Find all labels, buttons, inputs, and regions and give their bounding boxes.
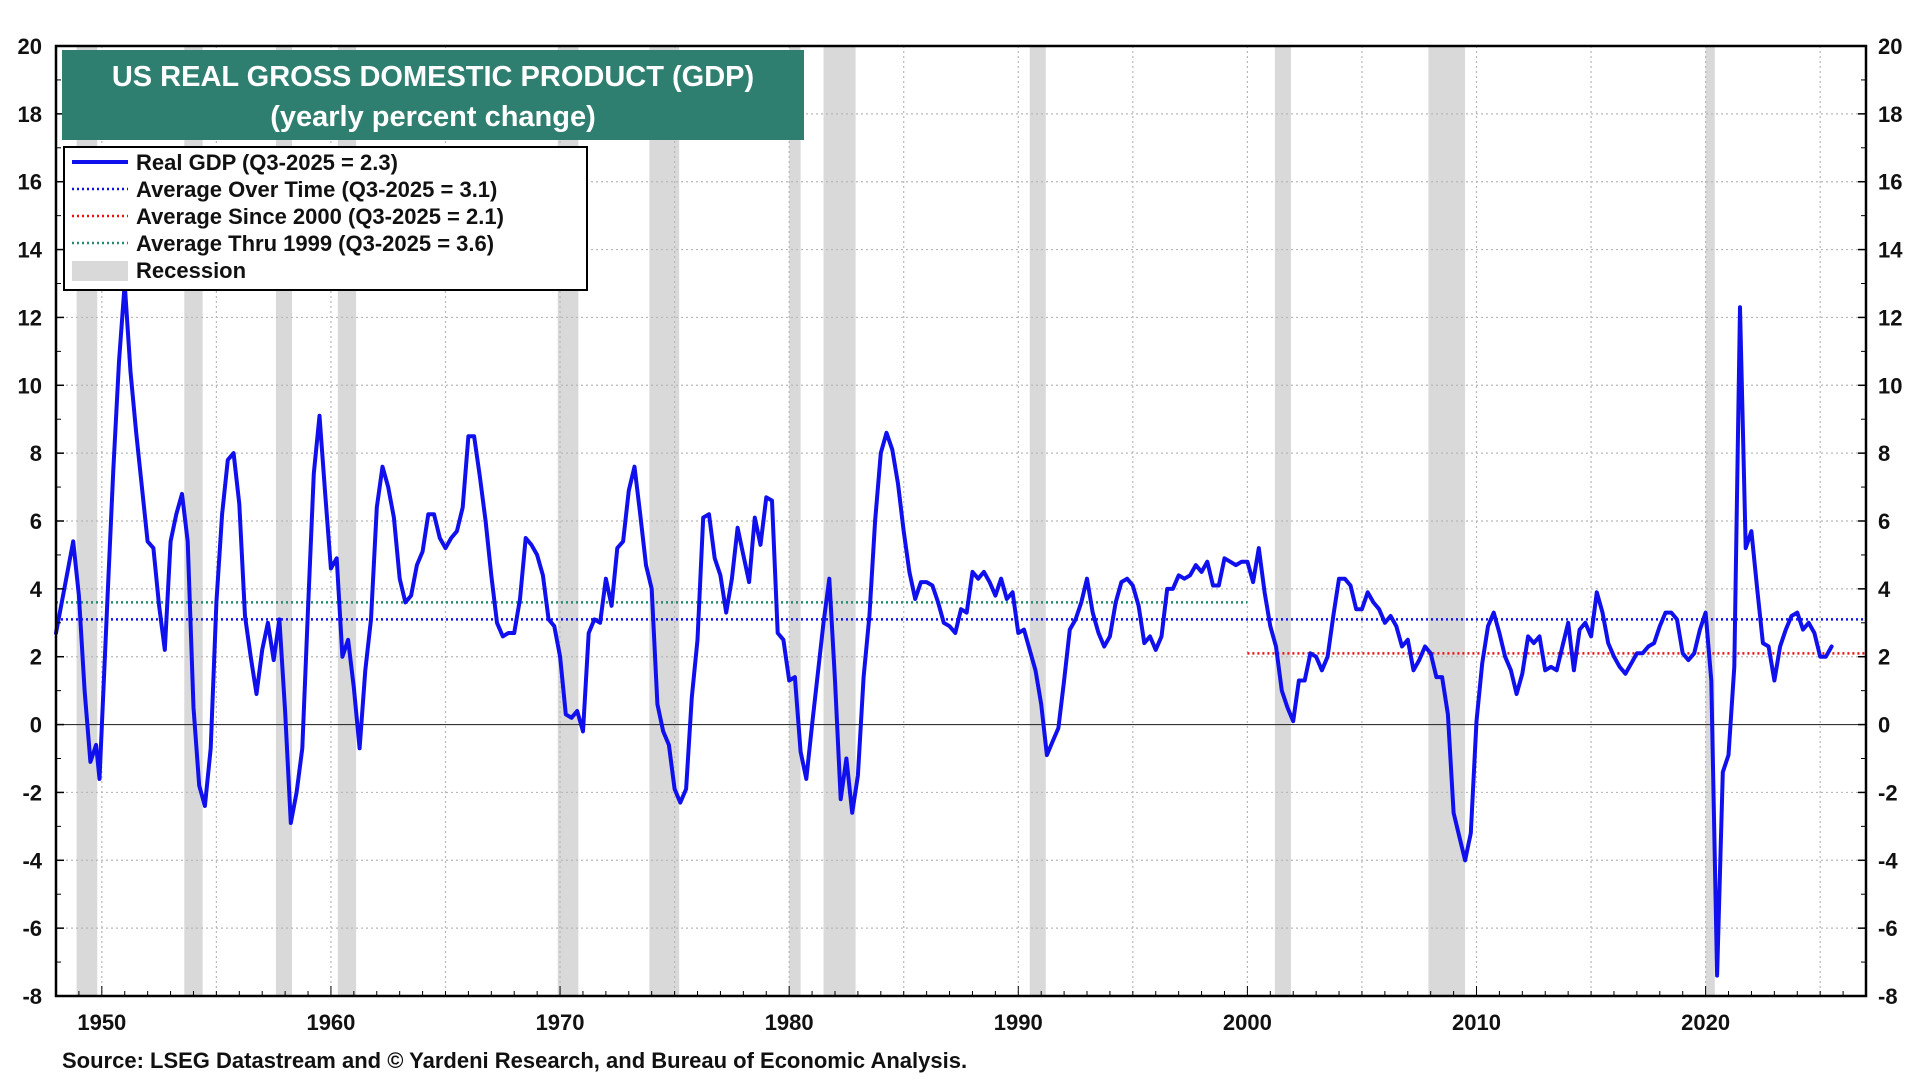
y-tick-label-left: 10	[18, 373, 42, 398]
y-tick-label-left: 6	[30, 509, 42, 534]
chart-subtitle: (yearly percent change)	[270, 101, 596, 133]
gdp-line	[54, 281, 1834, 978]
recession-band	[1705, 46, 1715, 996]
y-tick-label-left: 4	[30, 577, 43, 602]
y-tick-label-left: 0	[30, 713, 42, 738]
chart-title: US REAL GROSS DOMESTIC PRODUCT (GDP)	[112, 61, 754, 93]
legend-label-avg-over-time: Average Over Time (Q3-2025 = 3.1)	[136, 177, 497, 202]
title-box: US REAL GROSS DOMESTIC PRODUCT (GDP) (ye…	[62, 50, 804, 140]
y-tick-label-right: 4	[1878, 577, 1891, 602]
x-tick-label: 2010	[1452, 1010, 1501, 1035]
legend: Real GDP (Q3-2025 = 2.3) Average Over Ti…	[63, 146, 588, 291]
y-tick-label-right: 2	[1878, 645, 1890, 670]
legend-label-avg-thru-1999: Average Thru 1999 (Q3-2025 = 3.6)	[136, 231, 494, 256]
y-tick-label-left: -8	[22, 984, 42, 1009]
x-tick-label: 1960	[306, 1010, 355, 1035]
y-tick-label-left: -6	[22, 916, 42, 941]
legend-label-recession: Recession	[136, 258, 246, 283]
y-tick-label-left: 14	[18, 238, 43, 263]
x-tick-label: 2020	[1681, 1010, 1730, 1035]
legend-box	[63, 146, 588, 291]
x-tick-label: 2000	[1223, 1010, 1272, 1035]
y-tick-label-left: 8	[30, 441, 42, 466]
y-tick-label-left: -4	[22, 848, 42, 873]
y-tick-label-right: 8	[1878, 441, 1890, 466]
y-tick-label-right: -8	[1878, 984, 1898, 1009]
y-tick-label-left: 20	[18, 34, 42, 59]
recession-band	[789, 46, 801, 996]
legend-label-avg-since-2000: Average Since 2000 (Q3-2025 = 2.1)	[136, 204, 504, 229]
y-tick-label-right: -4	[1878, 848, 1898, 873]
y-tick-label-left: 16	[18, 170, 42, 195]
y-tick-label-right: 6	[1878, 509, 1890, 534]
x-tick-label: 1970	[536, 1010, 585, 1035]
y-tick-label-right: -2	[1878, 780, 1898, 805]
recession-band	[823, 46, 856, 996]
y-tick-label-right: 10	[1878, 373, 1902, 398]
x-tick-label: 1980	[765, 1010, 814, 1035]
title-background	[62, 50, 804, 140]
y-tick-label-right: 12	[1878, 305, 1902, 330]
y-tick-label-right: 0	[1878, 713, 1890, 738]
y-tick-label-right: 18	[1878, 102, 1902, 127]
y-tick-label-left: 2	[30, 645, 42, 670]
y-tick-label-right: 20	[1878, 34, 1902, 59]
source-note: Source: LSEG Datastream and © Yardeni Re…	[62, 1048, 967, 1073]
x-tick-label: 1950	[77, 1010, 126, 1035]
y-tick-label-left: -2	[22, 780, 42, 805]
gdp-series	[54, 281, 1834, 978]
y-tick-label-right: -6	[1878, 916, 1898, 941]
y-tick-label-right: 14	[1878, 238, 1903, 263]
x-tick-label: 1990	[994, 1010, 1043, 1035]
legend-label-gdp: Real GDP (Q3-2025 = 2.3)	[136, 150, 398, 175]
y-tick-label-left: 12	[18, 305, 42, 330]
y-tick-label-left: 18	[18, 102, 42, 127]
y-tick-label-right: 16	[1878, 170, 1902, 195]
legend-swatch-recession	[72, 261, 128, 281]
